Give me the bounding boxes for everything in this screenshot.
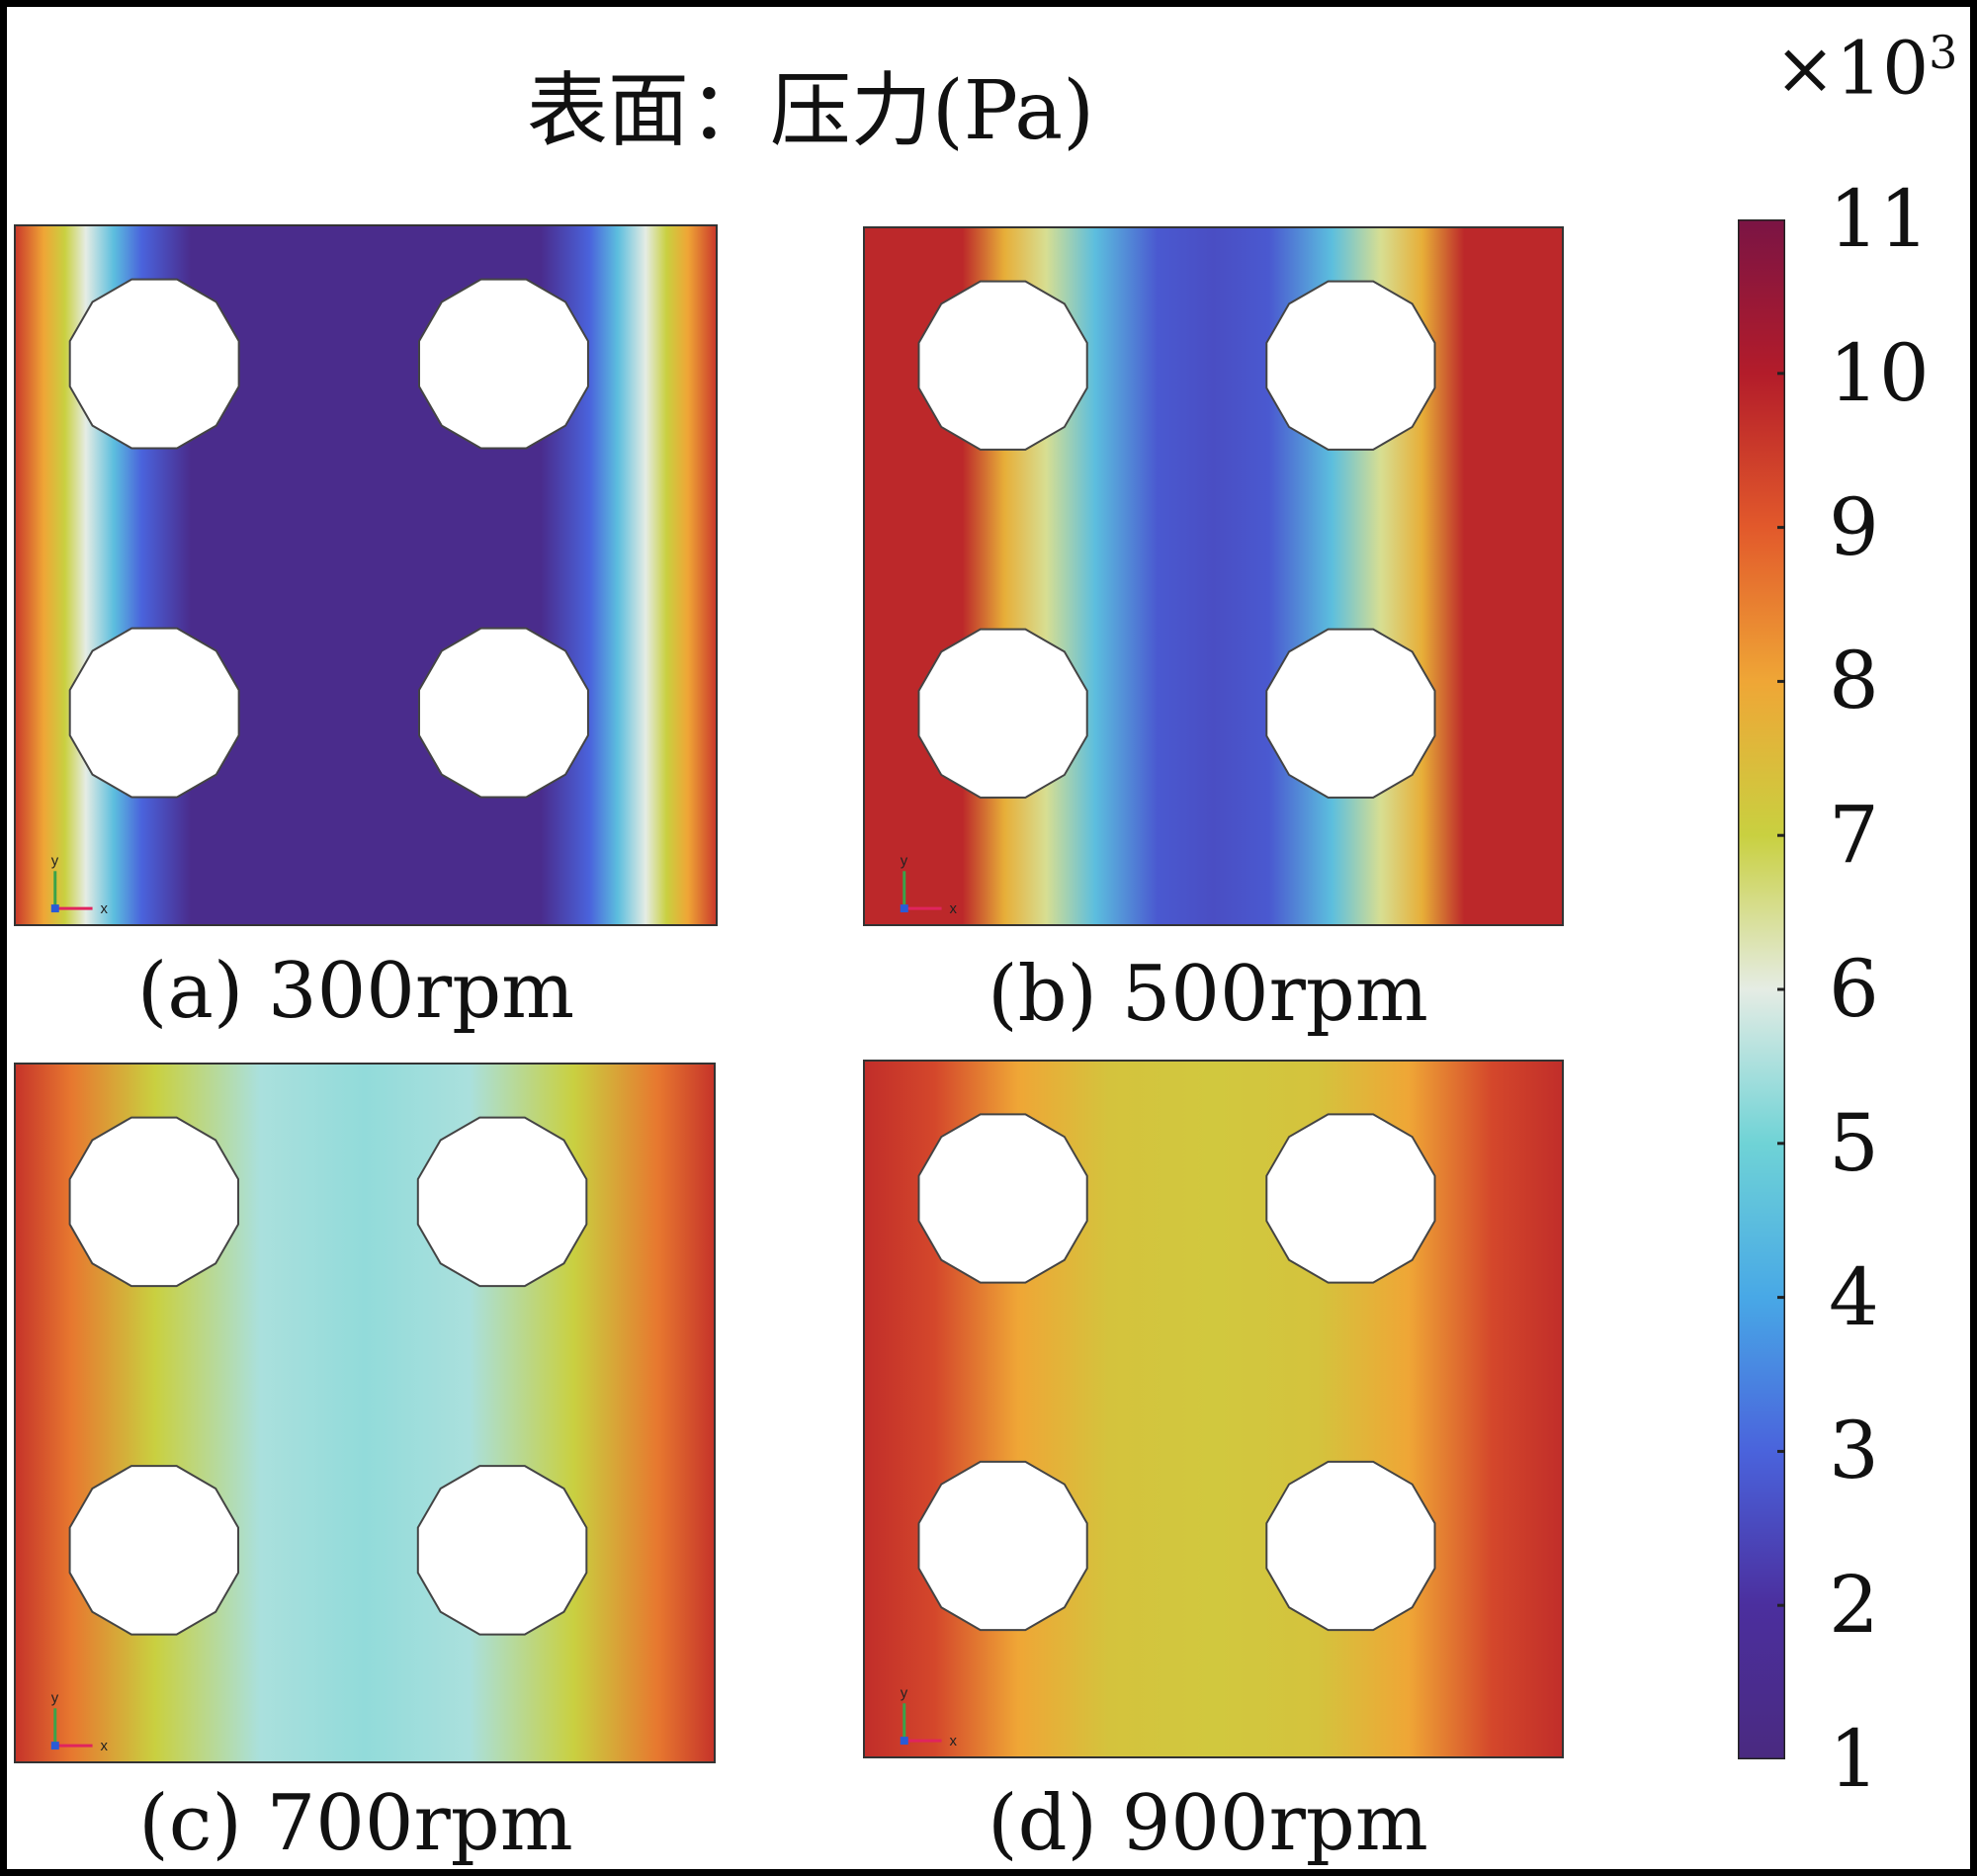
- hole: [68, 1465, 240, 1636]
- figure-title: 表面：压力(Pa): [526, 64, 1095, 158]
- axis-x-label: x: [950, 1734, 958, 1749]
- colorbar: [1736, 217, 1787, 1761]
- colorbar-tick-label: 10: [1829, 326, 1930, 419]
- hole: [68, 627, 240, 799]
- panel-b-caption: (b) 500rpm: [988, 950, 1428, 1039]
- hole: [917, 1460, 1088, 1632]
- hole: [1265, 1113, 1436, 1284]
- colorbar-tick-label: 11: [1829, 173, 1930, 265]
- panel-d-heatmap: yx: [865, 1062, 1562, 1756]
- axis-origin: [50, 1742, 59, 1750]
- hole: [1265, 280, 1436, 451]
- hole: [68, 1116, 240, 1288]
- axis-x-label: x: [950, 901, 958, 917]
- colorbar-tick-label: 5: [1829, 1096, 1879, 1189]
- colorbar-tick-label: 6: [1829, 943, 1879, 1035]
- axis-origin: [900, 1737, 908, 1746]
- axis-origin: [50, 904, 59, 913]
- axis-y-label: y: [51, 1690, 59, 1706]
- colorbar-tick-label: 3: [1829, 1405, 1879, 1497]
- colorbar-gradient: [1736, 217, 1787, 1761]
- hole: [917, 1113, 1088, 1284]
- axis-x-label: x: [101, 1739, 109, 1754]
- axis-y-label: y: [901, 1685, 908, 1701]
- axis-origin: [900, 904, 908, 913]
- panel-b-heatmap: yx: [865, 228, 1562, 924]
- panel-d-caption: (d) 900rpm: [988, 1779, 1428, 1868]
- colorbar-tick-label: 1: [1829, 1713, 1879, 1805]
- colorbar-tick-label: 7: [1829, 789, 1879, 882]
- hole: [418, 278, 589, 450]
- colorbar-tick-label: 8: [1829, 635, 1879, 727]
- hole: [416, 1465, 588, 1636]
- hole: [1265, 1460, 1436, 1632]
- panel-c-heatmap: yx: [16, 1065, 714, 1761]
- colorbar-tick-label: 4: [1829, 1250, 1879, 1343]
- hole: [68, 278, 240, 450]
- colorbar-tick-label: 2: [1829, 1559, 1879, 1652]
- colorbar-tick-label: 9: [1829, 480, 1879, 573]
- hole: [416, 1116, 588, 1288]
- colorbar-multiplier: ×103: [1774, 26, 1958, 112]
- panel-a-caption: (a) 300rpm: [136, 947, 575, 1036]
- panel-a-heatmap: yx: [16, 226, 716, 924]
- hole: [418, 627, 589, 799]
- hole: [917, 628, 1088, 799]
- axis-y-label: y: [901, 853, 908, 869]
- hole: [917, 280, 1088, 451]
- panel-c-caption: (c) 700rpm: [138, 1779, 573, 1868]
- axis-y-label: y: [51, 853, 59, 869]
- hole: [1265, 628, 1436, 799]
- axis-x-label: x: [101, 901, 109, 917]
